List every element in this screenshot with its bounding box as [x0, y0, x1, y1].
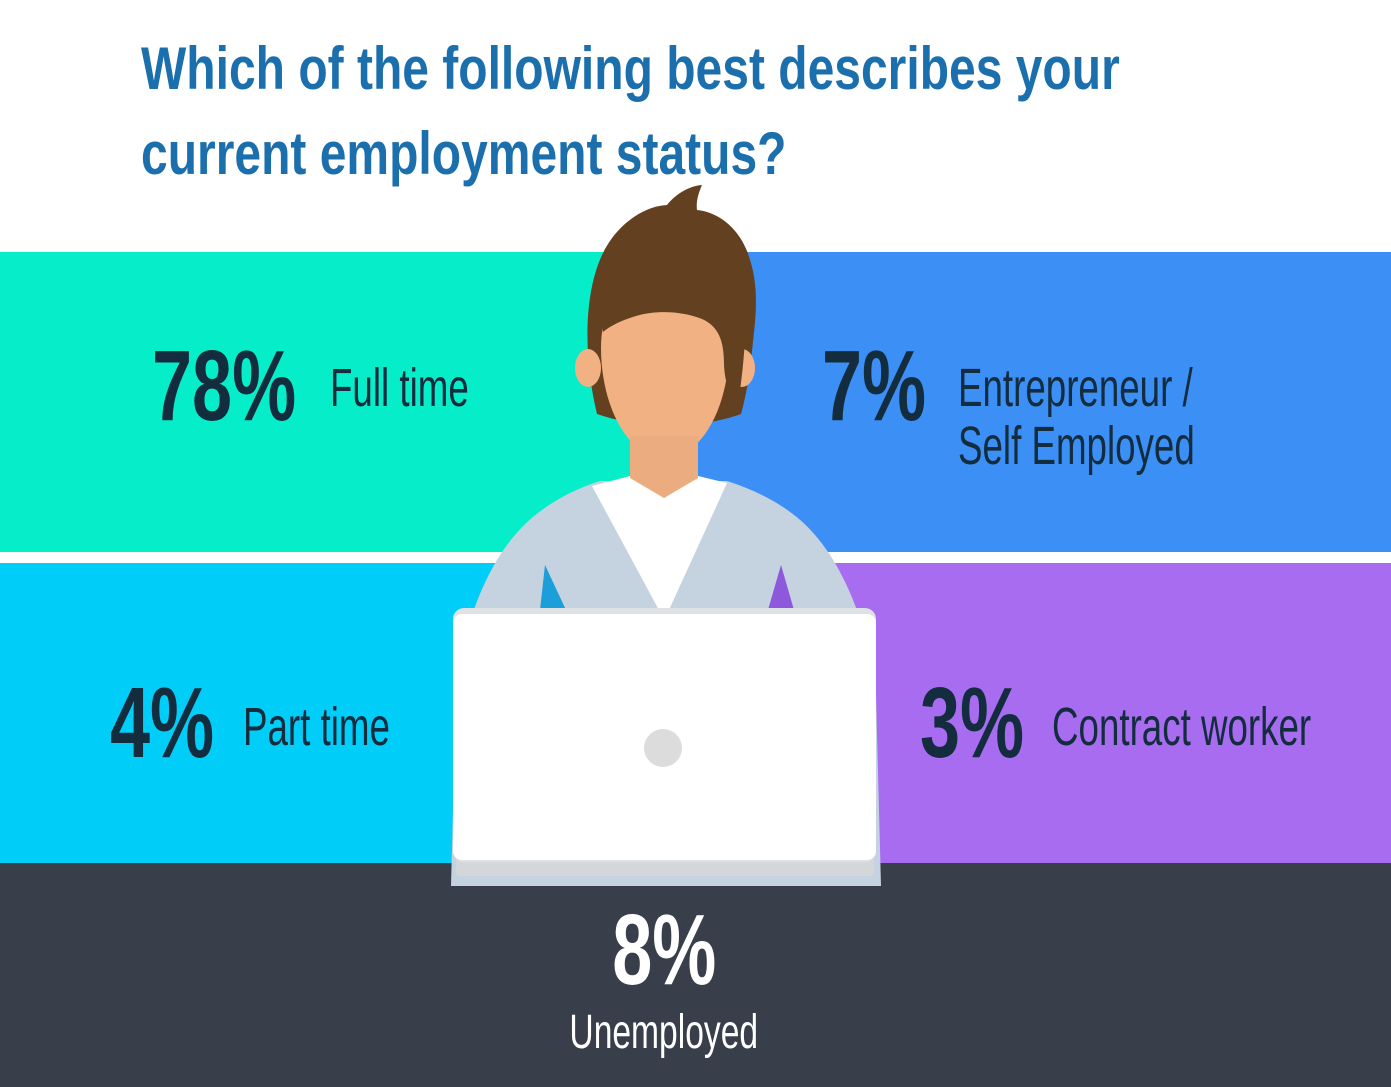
page-title-line-2: current employment status?: [141, 120, 787, 187]
band-row-top: [0, 252, 1391, 552]
arm-gap-right: [768, 565, 794, 610]
part-time-value: 4%: [110, 667, 215, 779]
shirt: [592, 476, 727, 612]
face: [601, 286, 729, 458]
person-with-laptop-illustration: [451, 185, 881, 886]
entrepreneur-value: 7%: [822, 330, 927, 442]
unemployed-label-wrap: Unemployed: [464, 1008, 864, 1058]
entrepreneur-label-line-1: Entrepreneur /: [958, 358, 1193, 418]
page-title: Which of the following best describes yo…: [141, 26, 1341, 196]
laptop-logo: [644, 729, 682, 767]
full-time-value: 78%: [152, 330, 297, 442]
left-ear: [575, 349, 601, 387]
unemployed-label: Unemployed: [569, 1006, 759, 1059]
arm-gap-left: [540, 565, 566, 610]
entrepreneur-label-line-2: Self Employed: [958, 416, 1195, 476]
unemployed-band: [0, 863, 1391, 1087]
neck-front: [630, 436, 698, 498]
entrepreneur-band: [695, 252, 1391, 552]
full-time-label: Full time: [330, 358, 469, 418]
entrepreneur-label: Entrepreneur / Self Employed: [958, 359, 1195, 475]
part-time-label: Part time: [243, 697, 390, 757]
page-title-line-1: Which of the following best describes yo…: [141, 35, 1120, 102]
contract-value: 3%: [920, 667, 1025, 779]
unemployed-value: 8%: [611, 894, 717, 1006]
contract-label: Contract worker: [1052, 697, 1312, 757]
unemployed-value-wrap: 8%: [464, 900, 864, 1000]
hair-front: [600, 225, 746, 392]
